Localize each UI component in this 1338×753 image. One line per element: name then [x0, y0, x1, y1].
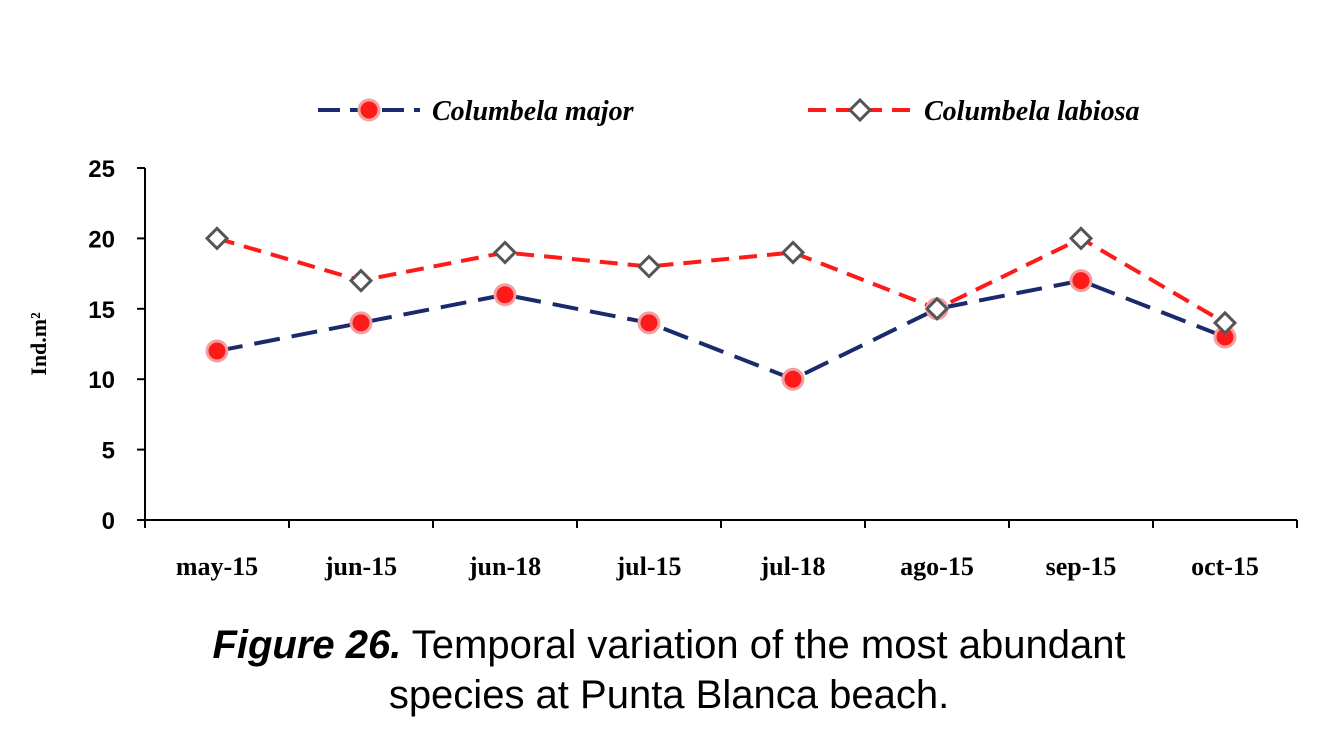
point-columbela-major-jun-18 — [493, 283, 517, 307]
point-columbela-labiosa-sep-15 — [1068, 226, 1094, 251]
point-columbela-labiosa-jul-15 — [636, 254, 662, 279]
series-layer — [204, 226, 1238, 391]
y-tick-label-15: 15 — [88, 297, 115, 324]
point-columbela-labiosa-may-15 — [204, 226, 230, 251]
y-axis-title: Ind.m² — [26, 312, 51, 376]
legend-label-columbela-major: Columbela major — [432, 96, 635, 127]
point-columbela-labiosa-jun-18 — [492, 240, 518, 265]
series-line-columbela-major — [216, 278, 1226, 382]
chart: Columbela major Columbela labiosa 0 5 10 15… — [26, 96, 1298, 581]
legend-marker-columbela-major — [357, 98, 381, 122]
y-tick-label-20: 20 — [88, 226, 115, 253]
y-axis: 0 5 10 15 20 25 — [88, 156, 146, 535]
point-columbela-labiosa-oct-15 — [1212, 310, 1238, 336]
series-line-columbela-labiosa — [216, 236, 1227, 325]
y-tick-label-25: 25 — [88, 156, 115, 183]
point-columbela-major-jun-15 — [349, 311, 373, 335]
legend-label-columbela-labiosa: Columbela labiosa — [924, 96, 1139, 127]
x-tick-label-sep-15: sep-15 — [1046, 552, 1117, 581]
point-columbela-major-may-15 — [205, 339, 229, 363]
point-columbela-major-jul-15 — [637, 311, 661, 335]
caption-text-1: Temporal variation of the most abundant — [401, 623, 1126, 667]
x-axis: may-15 jun-15 jun-18 jul-15 jul-18 ago-15 sep-… — [144, 519, 1298, 581]
point-columbela-labiosa-jul-18 — [780, 240, 806, 265]
x-tick-label-may-15: may-15 — [176, 552, 258, 581]
y-tick-label-10: 10 — [88, 367, 115, 394]
y-tick-label-5: 5 — [102, 438, 115, 465]
x-tick-label-jun-18: jun-18 — [468, 552, 541, 581]
x-tick-label-jul-15: jul-15 — [616, 552, 682, 581]
caption-figure-label: Figure 26. — [212, 623, 402, 667]
y-tick-label-0: 0 — [102, 508, 115, 535]
x-tick-label-jul-18: jul-18 — [760, 552, 826, 581]
x-tick-label-ago-15: ago-15 — [900, 552, 974, 581]
point-columbela-major-sep-15 — [1069, 269, 1093, 293]
x-tick-label-jun-15: jun-15 — [324, 552, 397, 581]
point-columbela-major-jul-18 — [781, 367, 805, 391]
x-tick-label-oct-15: oct-15 — [1191, 552, 1259, 581]
point-columbela-labiosa-jun-15 — [348, 268, 374, 293]
legend: Columbela major Columbela labiosa — [318, 96, 1139, 127]
legend-item-columbela-major: Columbela major — [318, 96, 635, 127]
caption-line-2: species at Punta Blanca beach. — [388, 673, 950, 717]
point-columbela-labiosa-ago-15 — [924, 296, 950, 321]
legend-item-columbela-labiosa: Columbela labiosa — [808, 96, 1139, 127]
figure-caption: Figure 26. Temporal variation of the mos… — [0, 620, 1338, 720]
caption-line-1: Figure 26. Temporal variation of the mos… — [0, 620, 1338, 670]
legend-marker-columbela-labiosa — [847, 97, 873, 123]
